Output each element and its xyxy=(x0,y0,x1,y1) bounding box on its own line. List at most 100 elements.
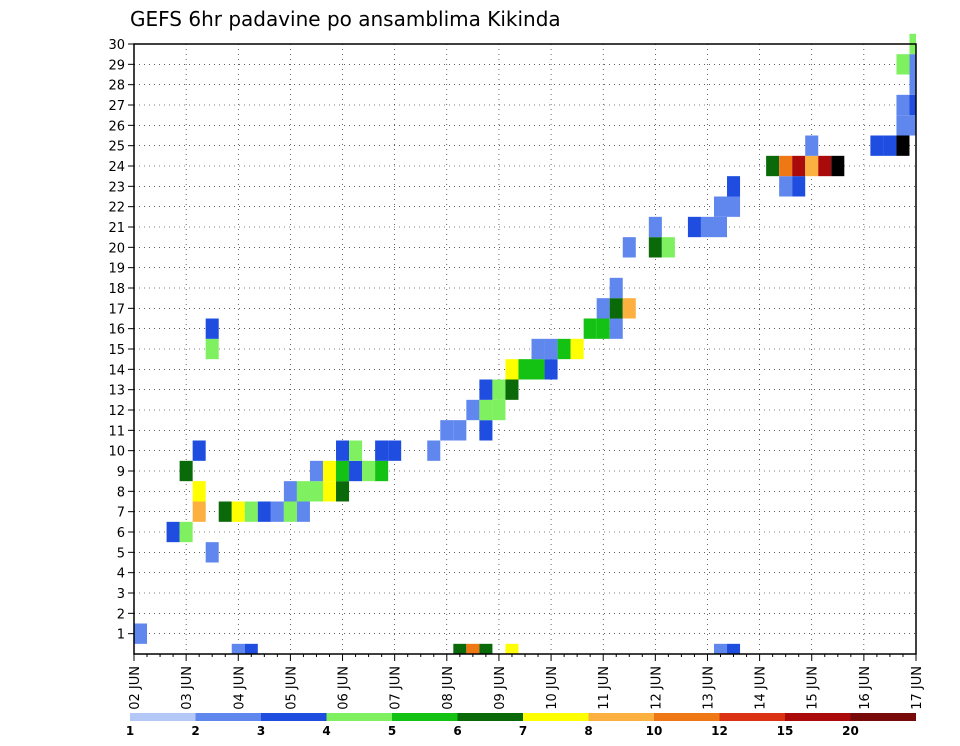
heatmap-cell xyxy=(792,176,806,197)
heatmap-cell xyxy=(622,237,636,258)
y-tick-label: 11 xyxy=(108,424,125,439)
y-tick-label: 2 xyxy=(117,607,125,622)
heatmap-cell xyxy=(479,379,493,400)
heatmap-cell xyxy=(896,115,910,136)
heatmap-cell xyxy=(909,115,916,136)
heatmap-cell xyxy=(779,176,793,197)
x-tick-label: 15 JUN xyxy=(806,666,821,710)
heatmap-cell xyxy=(492,379,506,400)
x-tick-label: 03 JUN xyxy=(180,666,195,710)
heatmap-cell xyxy=(518,359,532,380)
legend-swatch xyxy=(326,713,392,721)
heatmap-cell xyxy=(375,440,389,461)
heatmap-cell xyxy=(792,155,806,177)
x-tick-label: 07 JUN xyxy=(389,666,404,710)
y-tick-label: 22 xyxy=(108,201,125,216)
heatmap-cell xyxy=(766,155,780,177)
x-tick-label: 12 JUN xyxy=(649,666,664,710)
heatmap-cell xyxy=(727,196,741,217)
heatmap-cell xyxy=(609,298,623,319)
heatmap-cell xyxy=(713,643,728,654)
x-tick-label: 11 JUN xyxy=(597,666,612,710)
cells-layer xyxy=(134,33,916,654)
x-tick-label: 13 JUN xyxy=(701,666,716,710)
legend-label: 10 xyxy=(646,724,663,738)
heatmap-cell xyxy=(687,216,701,238)
heatmap-cell xyxy=(336,440,350,461)
heatmap-cell xyxy=(531,338,545,360)
heatmap-cell xyxy=(700,216,714,238)
heatmap-cell xyxy=(231,501,245,522)
y-tick-label: 4 xyxy=(117,567,125,582)
y-tick-label: 13 xyxy=(108,384,125,399)
heatmap-cell xyxy=(322,460,337,482)
y-tick-label: 3 xyxy=(117,587,125,602)
heatmap-cell xyxy=(727,643,741,654)
heatmap-cell xyxy=(727,176,741,197)
heatmap-cell xyxy=(596,318,610,339)
x-tick-label: 06 JUN xyxy=(337,666,352,710)
legend-label: 20 xyxy=(842,724,859,738)
legend-label: 3 xyxy=(257,724,265,738)
heatmap-cell xyxy=(296,501,310,522)
x-tick-label: 16 JUN xyxy=(858,666,873,710)
heatmap-cell xyxy=(283,501,297,522)
legend-swatch xyxy=(392,713,458,721)
heatmap-cell xyxy=(805,135,819,156)
y-tick-label: 1 xyxy=(117,628,125,643)
heatmap-cell xyxy=(609,277,623,299)
y-tick-label: 27 xyxy=(108,99,125,114)
heatmap-cell xyxy=(661,237,675,258)
y-tick-label: 9 xyxy=(117,465,125,480)
y-tick-label: 30 xyxy=(108,38,125,53)
y-tick-label: 19 xyxy=(108,262,125,277)
legend-swatch xyxy=(261,713,327,721)
heatmap-cell xyxy=(388,440,402,461)
heatmap-cell xyxy=(205,338,219,360)
legend-label: 4 xyxy=(322,724,330,738)
heatmap-cell xyxy=(544,338,558,360)
heatmap-cell xyxy=(831,155,845,177)
heatmap-cell xyxy=(505,359,519,380)
heatmap-cell xyxy=(583,318,597,339)
y-tick-label: 15 xyxy=(108,343,125,358)
heatmap-cell xyxy=(309,460,323,482)
heatmap-cell xyxy=(557,338,571,360)
heatmap-cell xyxy=(192,481,206,502)
x-tick-label: 04 JUN xyxy=(232,666,247,710)
legend-swatch xyxy=(785,713,851,721)
legend-label: 8 xyxy=(584,724,592,738)
legend-swatch xyxy=(195,713,261,721)
heatmap-cell xyxy=(622,298,636,319)
heatmap-cell xyxy=(479,399,493,421)
heatmap-cell xyxy=(479,420,493,441)
legend-label: 1 xyxy=(126,724,134,738)
y-tick-label: 5 xyxy=(117,546,125,561)
legend-swatch xyxy=(719,713,785,721)
heatmap-cell xyxy=(336,460,350,482)
heatmap-cell xyxy=(896,94,910,116)
x-tick-label: 08 JUN xyxy=(441,666,456,710)
y-tick-label: 20 xyxy=(108,241,125,256)
y-tick-label: 28 xyxy=(108,79,125,94)
y-tick-label: 23 xyxy=(108,180,125,195)
heatmap-cell xyxy=(505,643,519,654)
heatmap-cell xyxy=(453,643,467,654)
heatmap-cell xyxy=(218,501,232,522)
y-tick-label: 14 xyxy=(108,363,125,378)
heatmap-cell xyxy=(779,155,793,177)
legend: 1 2 3 4 5 6 7 8 10 12 15 20 xyxy=(126,713,916,738)
x-tick-label: 05 JUN xyxy=(284,666,299,710)
x-tick-label: 14 JUN xyxy=(754,666,769,710)
heatmap-cell xyxy=(883,135,897,156)
y-tick-label: 10 xyxy=(108,445,125,460)
heatmap-cell xyxy=(179,460,193,482)
y-tick-label: 29 xyxy=(108,58,125,73)
heatmap-cell xyxy=(896,135,910,156)
legend-swatch xyxy=(654,713,720,721)
y-tick-label: 26 xyxy=(108,119,125,134)
heatmap-cell xyxy=(505,379,519,400)
y-axis: 1234567891011121314151617181920212223242… xyxy=(108,38,134,643)
heatmap-cell xyxy=(870,135,884,156)
